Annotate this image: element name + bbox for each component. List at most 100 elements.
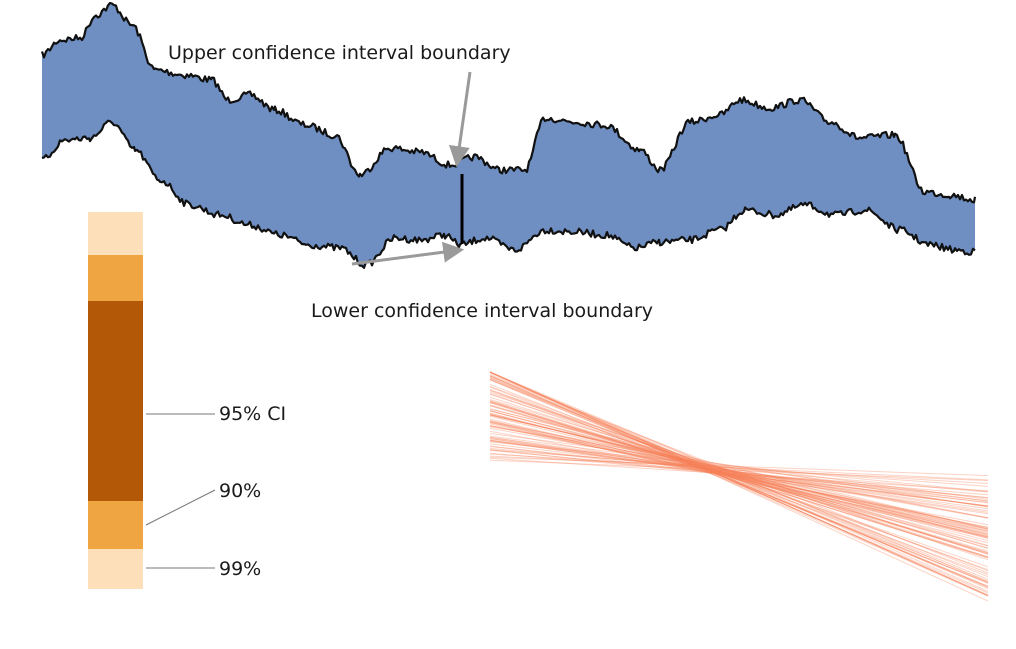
regression-line [489,425,989,528]
regression-line [489,420,989,532]
regression-line [489,445,989,507]
regression-line [489,404,989,552]
regression-line [489,438,989,507]
regression-line [489,420,989,531]
regression-line [489,440,989,507]
regression-line [489,457,989,492]
regression-line [489,375,989,584]
lower-boundary-line [41,119,976,269]
regression-line [489,402,989,554]
regression-line [489,425,989,528]
label-99: 99% [219,558,261,580]
regression-line [489,446,989,499]
regression-line [489,375,989,574]
band-fill [42,3,975,268]
regression-line [489,410,989,542]
upper-annotation: Upper confidence interval boundary [168,42,511,168]
regression-line [489,443,989,502]
regression-line [489,391,989,555]
regression-line [489,420,989,538]
regression-line [489,439,989,504]
regression-line [489,414,989,529]
regression-line [489,414,989,534]
regression-line [489,414,989,532]
regression-line [489,390,989,571]
regression-line [489,400,989,559]
leader-90 [145,489,216,526]
regression-line [489,456,989,477]
regression-line [489,401,989,554]
regression-line [489,427,989,519]
regression-line [489,371,989,602]
regression-line [489,399,989,549]
regression-line [489,401,989,559]
regression-line [489,410,989,536]
bar-99-bottom [88,549,143,589]
regression-line [489,437,989,515]
regression-line [489,372,989,596]
upper-boundary-line [40,1,977,204]
regression-line [489,377,989,582]
regression-line [489,379,989,578]
regression-line [489,437,989,512]
regression-line [489,376,989,589]
regression-line [489,371,989,597]
regression-line [489,425,989,519]
regression-line [489,423,989,535]
regression-line [489,408,989,539]
regression-line [489,371,989,583]
regression-line [489,375,989,594]
regression-line [489,405,989,549]
regression-line [489,439,989,513]
regression-line [489,373,989,580]
regression-line [489,374,989,597]
lower-boundary-label: Lower confidence interval boundary [311,300,653,322]
regression-line [489,408,989,530]
lower-arrow [351,241,465,266]
regression-line [489,414,989,536]
regression-line [489,436,989,507]
bar-99-top [88,212,143,255]
regression-line [489,449,989,499]
regression-lines [489,371,989,602]
regression-line [489,396,989,558]
regression-line [489,455,989,481]
regression-line [489,452,989,496]
bar-90-top [88,255,143,301]
regression-line [489,393,989,568]
regression-line [489,440,989,510]
bar-95 [88,301,143,501]
regression-line [489,449,989,503]
regression-line [489,453,989,484]
regression-line [489,400,989,554]
regression-line [489,418,989,537]
interval-bar: 95% CI 90% 99% [88,212,286,589]
upper-arrow [448,71,472,168]
regression-line [489,393,989,555]
regression-line [489,421,989,519]
regression-line [489,379,989,587]
regression-line [489,401,989,558]
regression-line [489,371,989,592]
regression-line [489,378,989,588]
regression-line [489,383,989,583]
regression-line [489,415,989,538]
regression-line [489,449,989,487]
regression-line [489,410,989,547]
regression-line [489,426,989,508]
regression-line [489,441,989,492]
bar-90-bottom [88,501,143,549]
regression-line [489,435,989,502]
regression-line [489,388,989,576]
lower-annotation: Lower confidence interval boundary [311,241,653,322]
regression-line [489,433,989,500]
regression-line [489,413,989,539]
regression-line [489,371,989,596]
regression-line [489,386,989,572]
regression-line [489,447,989,493]
label-95-ci: 95% CI [219,403,286,425]
label-90: 90% [219,480,261,502]
regression-line [489,371,989,596]
regression-line [489,421,989,539]
